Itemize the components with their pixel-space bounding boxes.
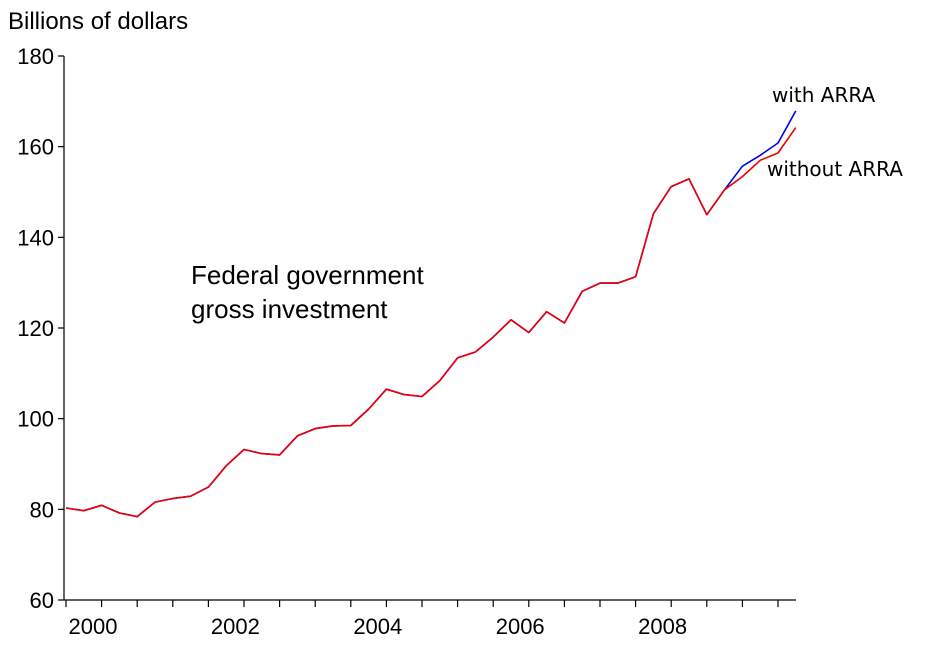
y-tick-label: 140 — [17, 225, 54, 250]
series-label-with-arra: with ARRA — [772, 83, 875, 107]
y-tick-label: 120 — [17, 316, 54, 341]
x-axis: 2000 2002 2004 2006 2008 — [64, 599, 796, 639]
chart-annotation-line-1: Federal government — [191, 260, 424, 290]
y-tick-label: 100 — [17, 407, 54, 432]
y-tick-label: 60 — [30, 588, 54, 613]
x-tick-label: 2000 — [69, 614, 118, 639]
y-axis-label: Billions of dollars — [8, 8, 188, 35]
x-tick-label: 2004 — [353, 614, 402, 639]
y-tick-label: 80 — [30, 497, 54, 522]
series-lines — [65, 110, 797, 518]
series-label-without-arra: without ARRA — [767, 157, 903, 181]
y-tick-label: 180 — [17, 44, 54, 69]
series-line-without-arra — [65, 127, 797, 518]
y-axis: 60 80 100 120 140 160 180 — [17, 44, 65, 613]
x-tick-label: 2008 — [638, 614, 687, 639]
x-tick-label: 2006 — [496, 614, 545, 639]
y-tick-label: 160 — [17, 135, 54, 160]
x-tick-label: 2002 — [211, 614, 260, 639]
chart-annotation-line-2: gross investment — [191, 294, 388, 324]
series-line-with-arra — [65, 110, 797, 518]
